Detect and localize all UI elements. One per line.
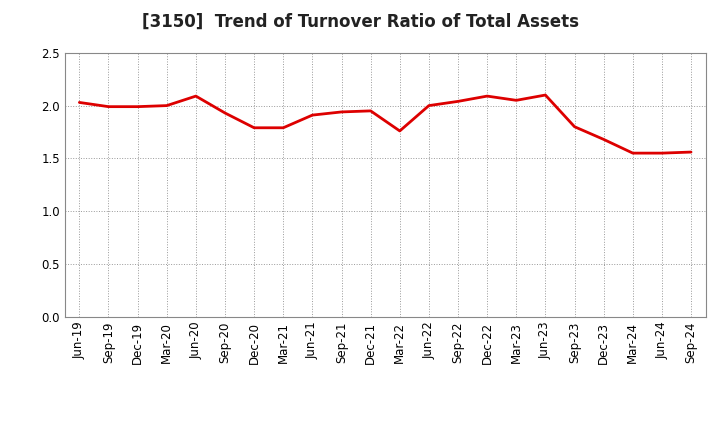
- Text: [3150]  Trend of Turnover Ratio of Total Assets: [3150] Trend of Turnover Ratio of Total …: [142, 13, 578, 31]
